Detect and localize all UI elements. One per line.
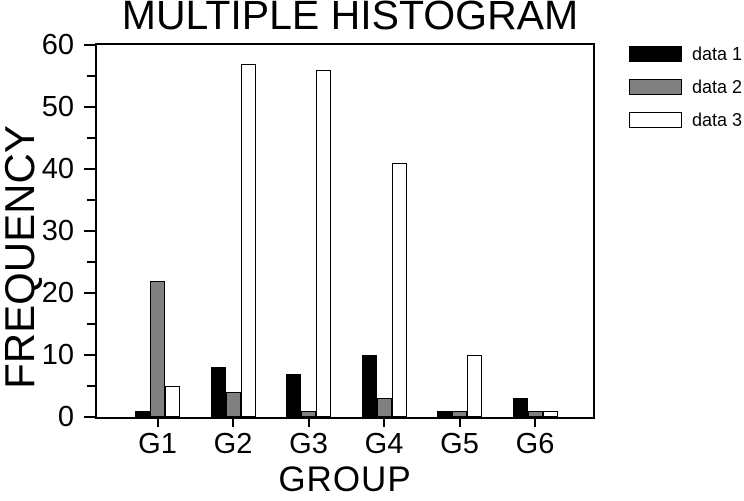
x-tick-label: G4: [364, 428, 404, 460]
bar-g2-data-2: [225, 392, 241, 417]
bar-g4-data-1: [361, 355, 377, 417]
y-axis-title: FREQUENCY: [0, 125, 43, 389]
legend-label-data3: data 3: [692, 110, 743, 130]
y-major-tick: [84, 354, 95, 356]
x-tick: [383, 419, 385, 427]
bar-g1-data-2: [150, 281, 165, 417]
y-major-tick: [84, 292, 95, 294]
bar-g3-data-2: [301, 411, 316, 417]
y-minor-tick: [87, 199, 95, 201]
bar-g1-data-1: [135, 411, 150, 417]
y-major-tick: [84, 44, 95, 46]
legend-label-data1: data 1: [692, 44, 743, 64]
bar-g5-data-3: [467, 355, 482, 417]
bar-g5-data-2: [452, 411, 467, 417]
y-major-tick: [84, 106, 95, 108]
y-minor-tick: [87, 75, 95, 77]
y-minor-tick: [87, 385, 95, 387]
legend-swatch-data3: [629, 112, 682, 128]
x-axis-title: GROUP: [278, 460, 412, 499]
bar-g4-data-2: [376, 398, 392, 417]
x-tick: [534, 419, 536, 427]
legend-item-data3: data 3: [629, 110, 743, 130]
x-tick-label: G1: [138, 428, 177, 460]
chart-title: MULTIPLE HISTOGRAM: [121, 0, 579, 38]
x-tick: [307, 419, 310, 427]
x-tick-label: G2: [213, 428, 253, 460]
legend: data 1 data 2 data 3: [629, 44, 743, 145]
x-tick-label: G6: [515, 428, 555, 460]
bar-g3-data-1: [286, 374, 301, 417]
bar-g6-data-1: [512, 398, 528, 417]
y-minor-tick: [87, 261, 95, 263]
y-tick-label: 40: [41, 152, 74, 185]
x-tick: [458, 419, 461, 427]
y-tick-label: 20: [41, 276, 74, 309]
y-minor-tick: [87, 323, 95, 325]
x-tick: [156, 419, 159, 427]
legend-swatch-data1: [629, 46, 682, 62]
bar-g3-data-3: [316, 70, 331, 417]
bar-g6-data-2: [527, 411, 543, 417]
y-tick-label: 60: [41, 28, 74, 61]
bar-g4-data-3: [391, 163, 407, 417]
plot-area: 0 10 20 30 40 50 60 G1 G2 G3 G4 G5 G6: [42, 30, 595, 459]
y-major-tick: [84, 416, 95, 418]
bar-g1-data-3: [165, 386, 180, 417]
legend-item-data2: data 2: [629, 77, 743, 97]
y-tick-label: 10: [41, 338, 74, 371]
bar-g6-data-3: [542, 411, 558, 417]
y-tick-label: 0: [57, 400, 74, 433]
x-tick-label: G3: [289, 428, 328, 460]
bar-g2-data-1: [210, 367, 226, 417]
y-major-tick: [84, 168, 95, 170]
y-minor-tick: [87, 137, 95, 139]
legend-swatch-data2: [629, 79, 682, 95]
y-major-tick: [84, 230, 95, 232]
x-tick: [232, 419, 234, 427]
x-tick-label: G5: [440, 428, 479, 460]
bar-g5-data-1: [437, 411, 452, 417]
y-tick-label: 50: [41, 90, 74, 123]
y-tick-label: 30: [41, 214, 74, 247]
legend-item-data1: data 1: [629, 44, 743, 64]
bar-g2-data-3: [240, 64, 256, 417]
legend-label-data2: data 2: [692, 77, 743, 97]
